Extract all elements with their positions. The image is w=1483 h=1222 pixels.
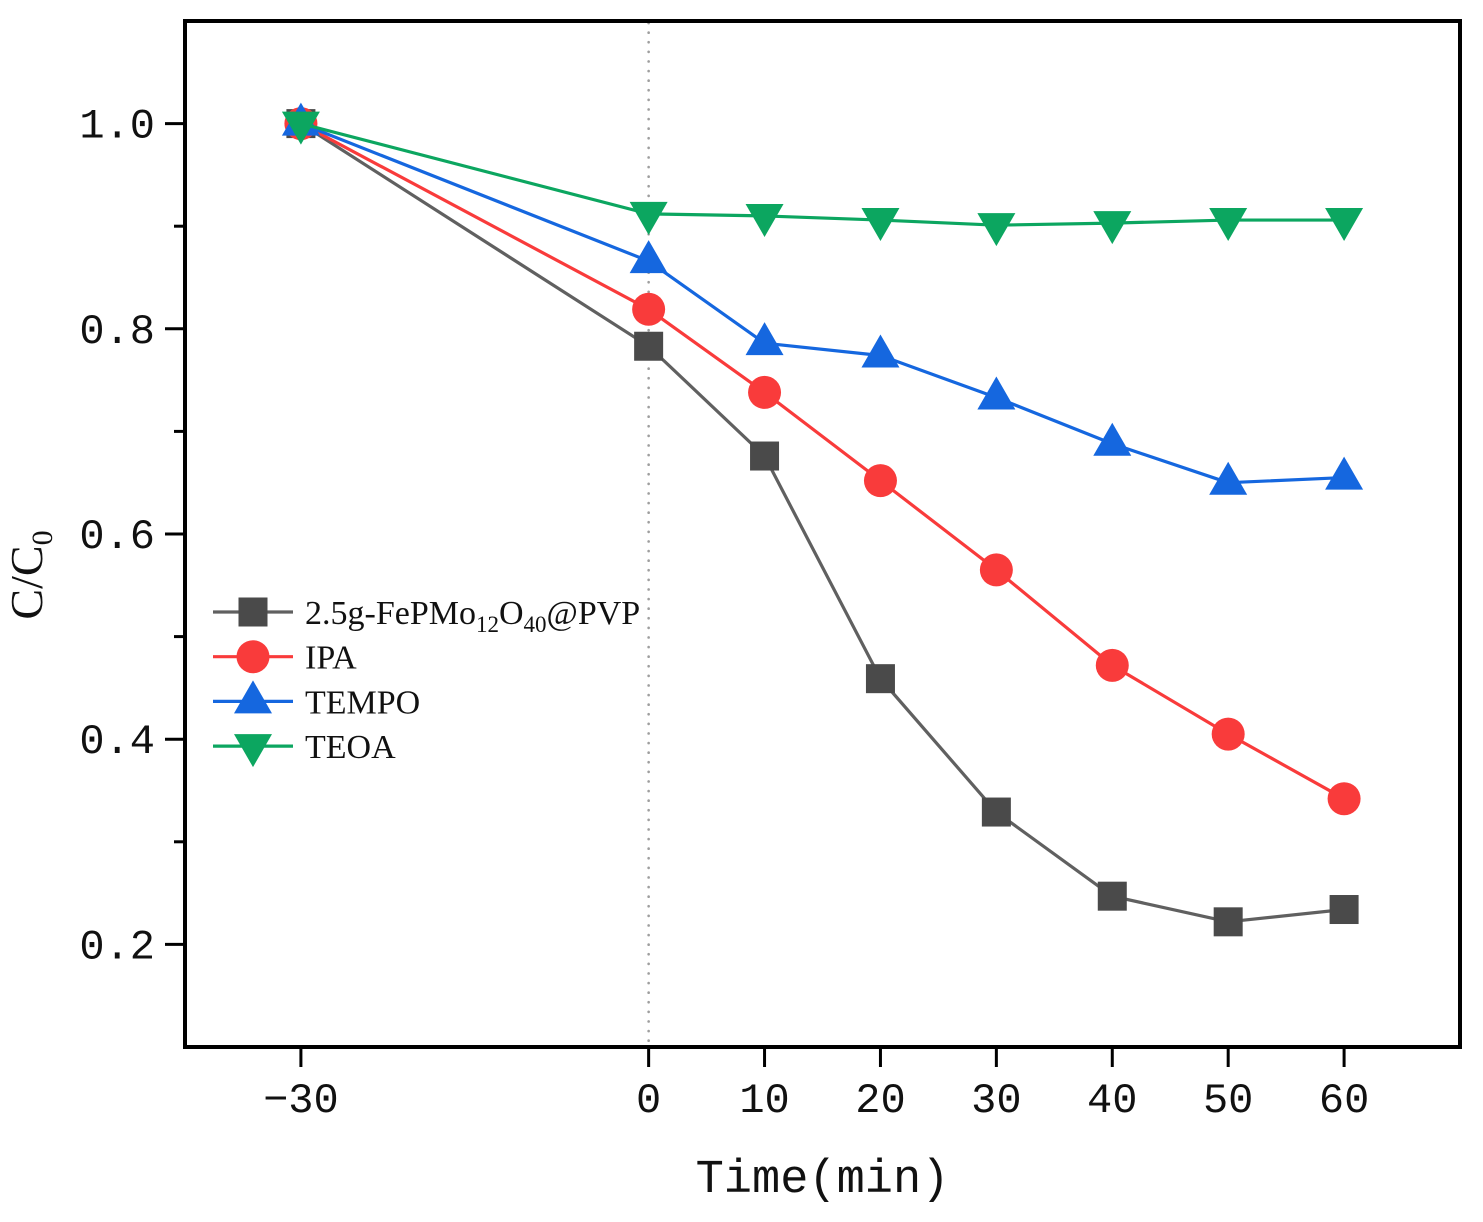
data-point-marker-triangle-down	[1093, 211, 1132, 245]
x-tick-label: −30	[263, 1077, 339, 1125]
data-point-marker-triangle-down	[861, 208, 900, 242]
data-point-marker-circle	[1211, 717, 1245, 751]
x-tick-label: 10	[739, 1077, 789, 1125]
label-text: @PVP	[547, 595, 641, 632]
data-point-marker-triangle-down	[234, 734, 272, 768]
data-point-marker-square	[238, 597, 268, 627]
legend-item-tempo: TEMPO	[213, 680, 420, 721]
x-tick-label: 50	[1203, 1077, 1253, 1125]
data-point-marker-square	[1329, 895, 1359, 925]
data-point-marker-square	[865, 664, 895, 694]
series-2-5g-fepmo12o40-pvp	[286, 109, 1359, 937]
y-axis-tick-labels: 0.2 0.4 0.6 0.8 1.0	[79, 103, 155, 972]
y-axis-title: C/C0	[1, 530, 59, 619]
data-point-marker-triangle-up	[745, 322, 784, 356]
legend-label: TEOA	[305, 729, 396, 766]
data-point-marker-triangle-down	[1325, 208, 1364, 242]
data-point-marker-square	[634, 331, 664, 361]
legend-item-ipa: IPA	[213, 640, 357, 677]
legend-label: 2.5g-FePMo12O40@PVP	[305, 595, 640, 637]
x-axis-tick-labels: −30 0 10 20 30 40 50 60	[263, 1077, 1369, 1125]
data-point-marker-circle	[1327, 782, 1361, 816]
data-point-marker-circle	[748, 375, 782, 409]
x-axis-ticks	[299, 1047, 1346, 1067]
x-axis-title: Time(min)	[696, 1154, 950, 1207]
series-line	[300, 122, 1345, 227]
data-point-marker-triangle-up	[977, 376, 1016, 410]
plot-frame	[183, 19, 1462, 1049]
y-axis-ticks	[165, 122, 185, 946]
subscript-text: 12	[476, 612, 499, 637]
series-teoa	[281, 111, 1364, 247]
data-point-marker-square	[750, 441, 780, 471]
data-point-marker-circle	[979, 553, 1013, 587]
plot-border	[183, 19, 1462, 1049]
data-point-marker-triangle-up	[629, 240, 668, 274]
data-point-marker-square	[1097, 881, 1127, 911]
x-tick-label: 40	[1087, 1077, 1137, 1125]
data-point-marker-triangle-up	[861, 334, 900, 368]
y-tick-label: 0.6	[79, 513, 155, 561]
y-tick-label: 0.2	[79, 923, 155, 971]
label-text: TEOA	[305, 729, 396, 766]
legend-label: IPA	[305, 640, 357, 677]
label-text: C/C	[1, 545, 52, 619]
legend-label: TEMPO	[305, 684, 420, 721]
data-point-marker-square	[1213, 907, 1243, 937]
data-point-marker-circle	[632, 292, 666, 326]
y-tick-label: 0.8	[79, 308, 155, 356]
data-point-marker-triangle-up	[1209, 461, 1248, 495]
subscript-text: 40	[524, 612, 547, 637]
data-point-marker-square	[981, 797, 1011, 827]
x-tick-label: 20	[855, 1077, 905, 1125]
series-line	[300, 122, 1345, 485]
label-text: O	[499, 595, 524, 632]
data-point-marker-triangle-up	[1093, 422, 1132, 456]
series-lines-and-markers	[281, 102, 1364, 937]
label-text: TEMPO	[305, 684, 420, 721]
x-tick-label: 0	[636, 1077, 661, 1125]
data-point-marker-triangle-down	[977, 213, 1016, 247]
y-tick-label: 1.0	[79, 103, 155, 151]
data-point-marker-circle	[863, 464, 897, 498]
y-tick-label: 0.4	[79, 718, 155, 766]
subscript-text: 0	[26, 530, 59, 545]
data-point-marker-triangle-up	[1325, 456, 1364, 490]
series-line	[300, 122, 1345, 801]
data-point-marker-triangle-down	[281, 111, 320, 145]
data-point-marker-triangle-down	[629, 201, 668, 235]
label-text: 2.5g-FePMo	[305, 595, 476, 632]
data-point-marker-circle	[236, 640, 270, 674]
data-point-marker-triangle-down	[1209, 208, 1248, 242]
x-tick-label: 60	[1319, 1077, 1369, 1125]
data-point-marker-triangle-down	[745, 203, 784, 237]
data-point-marker-circle	[1095, 648, 1129, 682]
series-ipa	[284, 107, 1361, 816]
legend-item-teoa: TEOA	[213, 729, 396, 768]
label-text: IPA	[305, 640, 357, 677]
data-point-marker-triangle-up	[234, 680, 272, 714]
series-tempo	[281, 102, 1364, 495]
series-line	[300, 122, 1345, 924]
legend-item-2-5g-fepmo12o40-pvp: 2.5g-FePMo12O40@PVP	[213, 595, 640, 637]
x-tick-label: 30	[971, 1077, 1021, 1125]
